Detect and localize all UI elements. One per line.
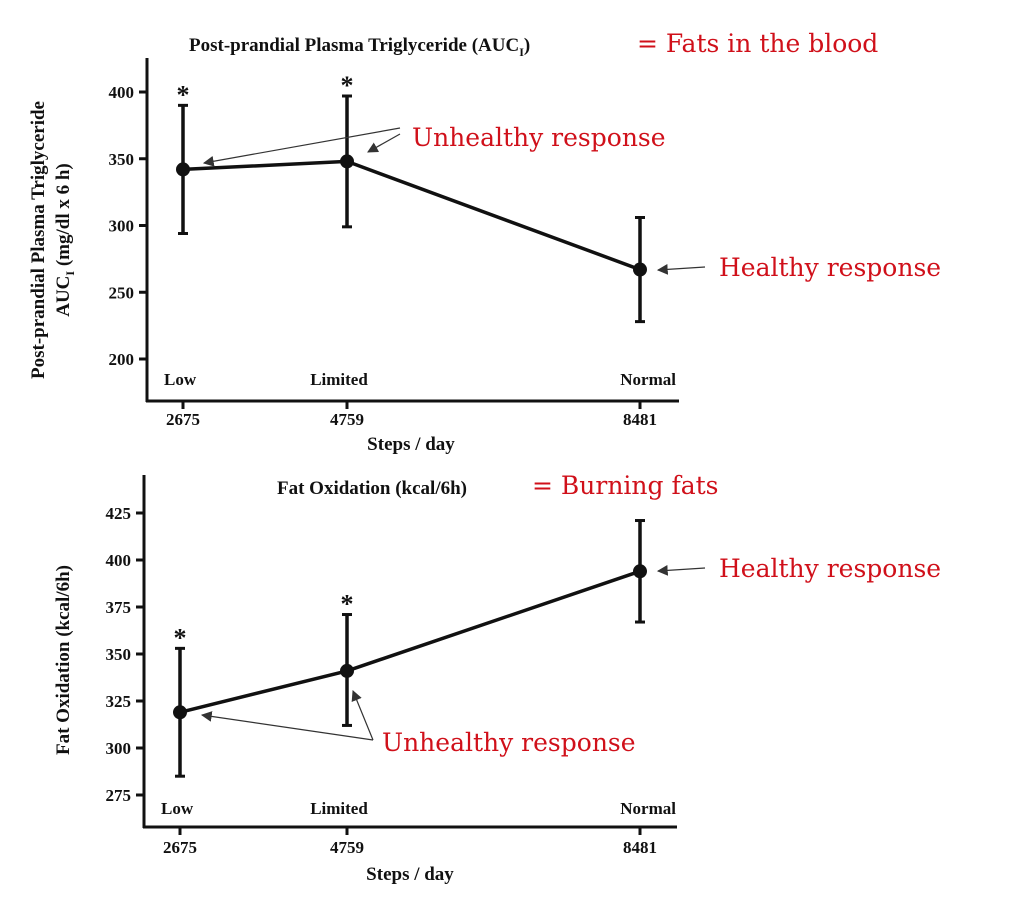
data-point (633, 262, 647, 277)
chart1-y-label-line2: AUCI (mg/dl x 6 h) (53, 163, 77, 317)
y-tick-label: 350 (106, 645, 132, 664)
x-tick-label: 4759 (330, 838, 364, 857)
data-point (340, 154, 354, 169)
y-tick-label: 200 (109, 350, 135, 369)
y-tick-label: 400 (106, 551, 132, 570)
chart1-x-ticks: 2675 4759 8481 (166, 401, 657, 429)
chart2-arrow-low (200, 711, 374, 741)
category-label: Normal (620, 370, 676, 389)
chart1-x-label: Steps / day (367, 434, 455, 455)
data-point (176, 162, 190, 177)
chart2-title-annotation: = Burning fats (532, 471, 719, 500)
chart2-arrow-limited (351, 690, 374, 741)
chart1-title-annotation: = Fats in the blood (637, 29, 878, 58)
chart2-y-ticks: 275 300 325 350 375 400 425 (106, 504, 144, 805)
chart1-y-ticks: 200 250 300 350 400 (109, 83, 147, 369)
chart2-category-labels: Low Limited Normal (161, 799, 676, 818)
y-tick-label: 300 (106, 739, 132, 758)
chart1-arrow-low (202, 127, 401, 167)
significance-star: * (341, 71, 354, 100)
x-tick-label: 8481 (623, 838, 657, 857)
significance-star: * (177, 80, 190, 109)
category-label: Limited (310, 370, 368, 389)
chart1-arrow-normal (656, 263, 706, 275)
chart2-healthy-label: Healthy response (719, 554, 941, 583)
category-label: Normal (620, 799, 676, 818)
chart1-title: Post-prandial Plasma Triglyceride (AUCI) (189, 35, 530, 59)
x-tick-label: 2675 (163, 838, 197, 857)
chart2-x-ticks: 2675 4759 8481 (163, 827, 657, 857)
data-point (173, 705, 187, 720)
chart2-title: Fat Oxidation (kcal/6h) (277, 478, 467, 499)
y-tick-label: 375 (106, 598, 132, 617)
chart-fat-oxidation: Fat Oxidation (kcal/6h) = Burning fats F… (53, 471, 941, 885)
significance-star: * (341, 590, 354, 619)
chart1-plot: * * (176, 71, 647, 324)
y-tick-label: 250 (109, 283, 135, 302)
y-tick-label: 425 (106, 504, 132, 523)
x-tick-label: 4759 (330, 410, 364, 429)
chart1-unhealthy-label: Unhealthy response (412, 123, 666, 152)
data-point (340, 663, 354, 678)
chart2-y-label-group: Fat Oxidation (kcal/6h) (53, 565, 74, 755)
chart1-healthy-label: Healthy response (719, 253, 941, 282)
chart-triglyceride: Post-prandial Plasma Triglyceride (AUCI)… (28, 29, 941, 455)
y-tick-label: 275 (106, 786, 132, 805)
chart2-x-label: Steps / day (366, 864, 454, 885)
chart1-arrow-limited (367, 133, 401, 153)
series-line (179, 569, 641, 714)
series-line (182, 159, 641, 272)
x-tick-label: 2675 (166, 410, 200, 429)
significance-star: * (174, 623, 187, 652)
chart2-y-label: Fat Oxidation (kcal/6h) (53, 565, 74, 755)
x-tick-label: 8481 (623, 410, 657, 429)
y-tick-label: 400 (109, 83, 135, 102)
chart1-category-labels: Low Limited Normal (164, 370, 676, 389)
y-tick-label: 325 (106, 692, 132, 711)
chart2-arrow-normal (656, 564, 706, 576)
category-label: Low (164, 370, 197, 389)
y-tick-label: 300 (109, 217, 135, 236)
chart2-plot: ** (173, 519, 647, 778)
y-tick-label: 350 (109, 150, 135, 169)
category-label: Limited (310, 799, 368, 818)
category-label: Low (161, 799, 194, 818)
data-point (633, 564, 647, 579)
chart1-y-label: Post-prandial Plasma Triglyceride AUCI (… (28, 101, 77, 379)
chart2-unhealthy-label: Unhealthy response (382, 728, 636, 757)
chart1-y-label-line1: Post-prandial Plasma Triglyceride (28, 101, 49, 379)
